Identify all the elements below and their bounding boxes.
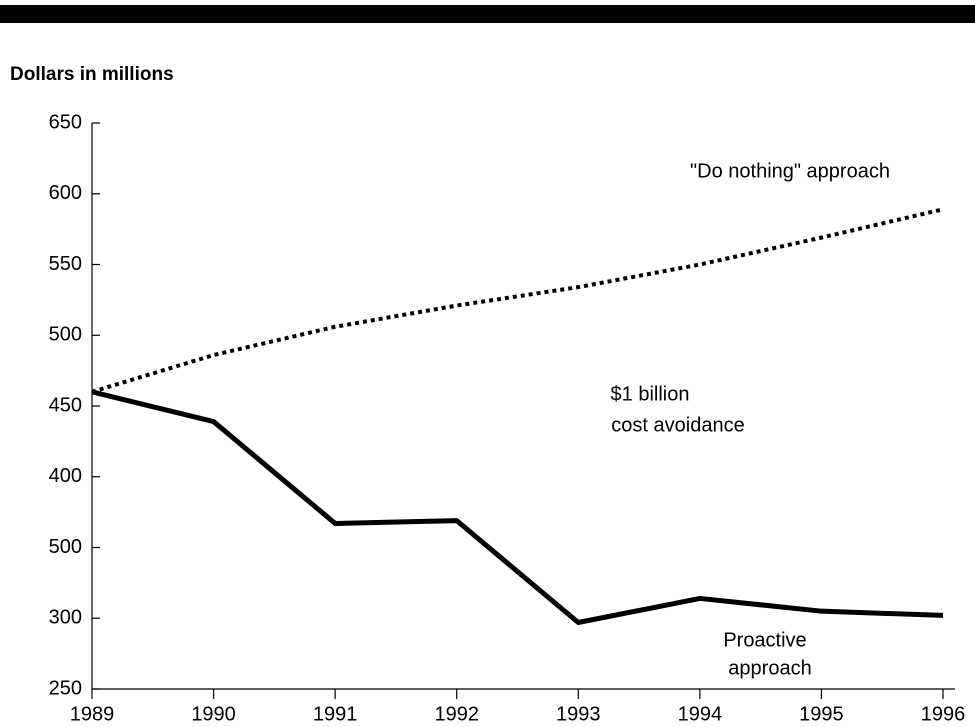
y-tick-label: 400 — [49, 465, 82, 487]
line-series — [91, 207, 944, 394]
x-tick-label: 1990 — [191, 703, 236, 725]
annotation: $1 billion — [611, 383, 690, 405]
line-series — [91, 389, 944, 625]
annotation: approach — [728, 657, 811, 679]
y-tick-label: 650 — [49, 111, 82, 133]
y-tick-label: 250 — [49, 677, 82, 699]
x-tick-label: 1995 — [799, 703, 844, 725]
annotation: "Do nothing" approach — [690, 160, 890, 182]
chart-title: Dollars in millions — [10, 64, 174, 85]
y-tick-label: 300 — [49, 607, 82, 629]
x-tick-label: 1994 — [678, 703, 723, 725]
y-tick-label: 500 — [49, 324, 82, 346]
y-tick-label: 500 — [49, 536, 82, 558]
annotation: cost avoidance — [611, 414, 744, 436]
y-tick-label: 550 — [49, 253, 82, 275]
y-tick-label: 450 — [49, 394, 82, 416]
x-tick-label: 1993 — [556, 703, 601, 725]
header-bar — [0, 5, 975, 23]
annotation: Proactive — [723, 629, 806, 651]
y-tick-label: 600 — [49, 182, 82, 204]
x-tick-label: 1996 — [921, 703, 966, 725]
x-tick-label: 1991 — [313, 703, 358, 725]
x-tick-label: 1992 — [434, 703, 479, 725]
x-tick-label: 1989 — [70, 703, 115, 725]
